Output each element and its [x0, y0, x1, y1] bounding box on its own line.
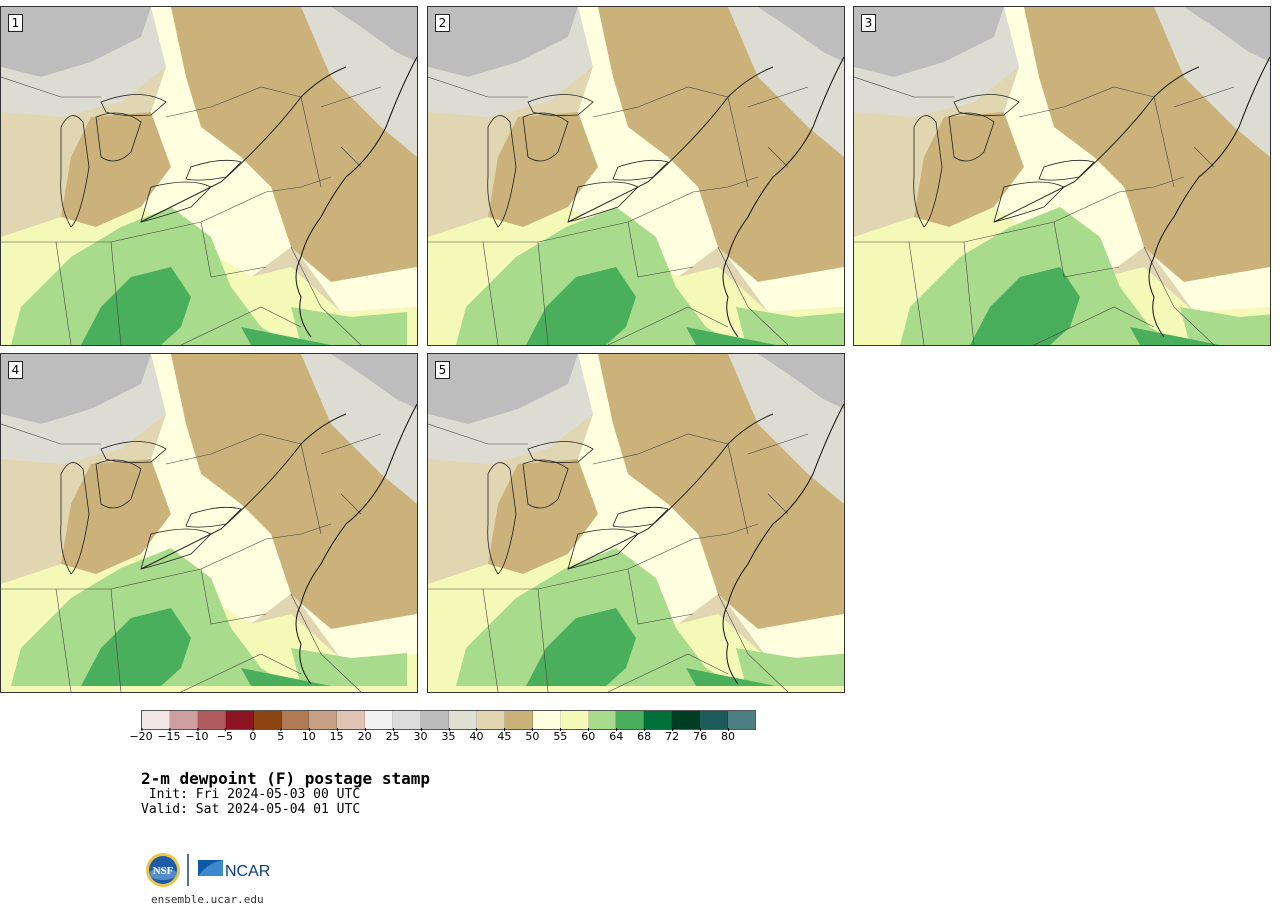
- init-time: Init: Fri 2024-05-03 00 UTC: [141, 787, 361, 802]
- dewpoint-map: [428, 354, 844, 692]
- nsf-ncar-logo: NSF NCAR: [143, 850, 283, 894]
- colorbar-tick-labels: −20 −15 −10 −5 0 5 10 15 20 25 30 35 40 45 50 55 60 64 68 7…: [129, 728, 756, 750]
- dewpoint-colorbar: [141, 710, 756, 730]
- ensemble-member-map-1: 1: [0, 6, 418, 346]
- dewpoint-map: [1, 7, 417, 345]
- ncar-logo-icon: NCAR: [198, 860, 270, 880]
- colorbar-segment: [197, 711, 226, 729]
- member-number-label: 4: [8, 361, 23, 379]
- ensemble-member-map-3: 3: [853, 6, 1271, 346]
- colorbar-tick: 0: [249, 728, 257, 743]
- colorbar-tick: 35: [441, 728, 456, 743]
- member-number-label: 5: [435, 361, 450, 379]
- colorbar-tick: 64: [609, 728, 624, 743]
- colorbar-tick: 80: [721, 728, 736, 743]
- colorbar-tick: −10: [185, 728, 209, 743]
- svg-text:NSF: NSF: [153, 865, 174, 877]
- colorbar-segment: [421, 711, 449, 729]
- chart-title: 2-m dewpoint (F) postage stamp: [141, 769, 430, 788]
- ensemble-member-map-5: 5: [427, 353, 845, 693]
- member-number-label: 2: [435, 14, 450, 32]
- colorbar-tick: −15: [157, 728, 181, 743]
- colorbar-segment: [225, 711, 254, 729]
- colorbar-segment: [728, 711, 755, 729]
- member-number-label: 3: [861, 14, 876, 32]
- colorbar-segment: [504, 711, 533, 729]
- colorbar-tick: 45: [497, 728, 512, 743]
- colorbar-tick: 55: [553, 728, 568, 743]
- colorbar-tick: 60: [581, 728, 596, 743]
- colorbar-tick: 76: [693, 728, 708, 743]
- colorbar-segment: [253, 711, 282, 729]
- colorbar-segment: [337, 711, 366, 729]
- colorbar-segment: [476, 711, 505, 729]
- colorbar-segment: [309, 711, 338, 729]
- ensemble-member-map-2: 2: [427, 6, 845, 346]
- colorbar-tick: 30: [413, 728, 428, 743]
- dewpoint-map: [854, 7, 1270, 345]
- colorbar-segment: [281, 711, 310, 729]
- colorbar-tick: 68: [637, 728, 652, 743]
- colorbar-segment: [700, 711, 729, 729]
- dewpoint-map: [1, 354, 417, 692]
- nsf-logo-icon: NSF: [146, 853, 180, 887]
- colorbar-segment: [560, 711, 589, 729]
- colorbar-tick: 15: [329, 728, 344, 743]
- colorbar-segment: [169, 711, 198, 729]
- colorbar-segment: [448, 711, 477, 729]
- member-number-label: 1: [8, 14, 23, 32]
- colorbar-tick: 25: [385, 728, 400, 743]
- colorbar-segment: [672, 711, 701, 729]
- colorbar-tick: 5: [277, 728, 285, 743]
- dewpoint-map: [428, 7, 844, 345]
- colorbar-segment: [644, 711, 673, 729]
- ensemble-member-map-4: 4: [0, 353, 418, 693]
- colorbar-segment: [588, 711, 617, 729]
- colorbar-segment: [365, 711, 394, 729]
- colorbar-segment: [393, 711, 422, 729]
- colorbar-segment: [532, 711, 561, 729]
- colorbar-tick: 72: [665, 728, 680, 743]
- website-url: ensemble.ucar.edu: [151, 893, 264, 906]
- valid-time: Valid: Sat 2024-05-04 01 UTC: [141, 802, 361, 817]
- colorbar-tick: −5: [216, 728, 233, 743]
- colorbar-tick: 20: [357, 728, 372, 743]
- colorbar-tick: 40: [469, 728, 484, 743]
- colorbar-tick: 10: [301, 728, 316, 743]
- colorbar-tick: −20: [129, 728, 153, 743]
- colorbar-segment: [616, 711, 645, 729]
- svg-text:NCAR: NCAR: [225, 863, 270, 880]
- colorbar-tick: 50: [525, 728, 540, 743]
- colorbar-segment: [142, 711, 170, 729]
